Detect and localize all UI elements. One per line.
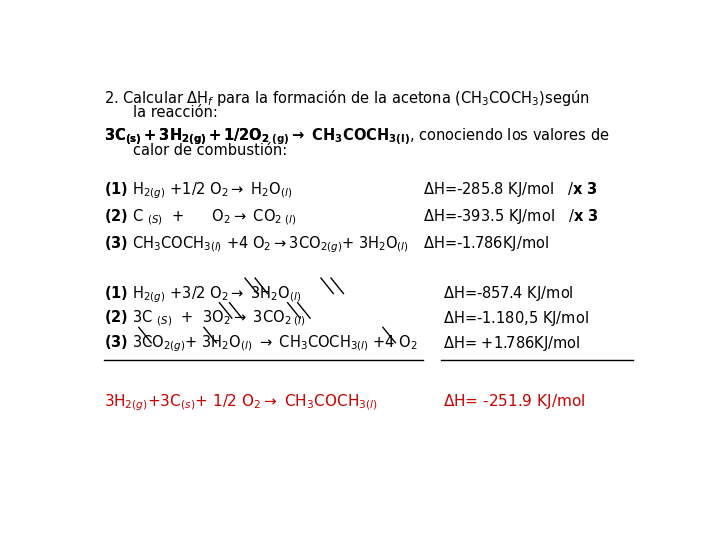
Text: $\mathbf{(3)}$ 3CO$_{2(g)}$+ 3H$_2$O$_{(l)}$ $\rightarrow$ CH$_3$COCH$_{3(l)}$ $: $\mathbf{(3)}$ 3CO$_{2(g)}$+ 3H$_2$O$_{(… bbox=[104, 334, 418, 354]
Text: $\Delta$H=-857.4 KJ/mol: $\Delta$H=-857.4 KJ/mol bbox=[443, 284, 573, 303]
Text: $\mathbf{(2)}$ C $_{(S)}$  $+$      O$_2\rightarrow$ CO$_{2\ (l)}$: $\mathbf{(2)}$ C $_{(S)}$ $+$ O$_2\right… bbox=[104, 207, 297, 227]
Text: la reacción:: la reacción: bbox=[132, 105, 217, 120]
Text: $\mathbf{3C_{(s)}+3H_{2(g)}+1/2O_{2}}$: $\mathbf{3C_{(s)}+3H_{2(g)}+1/2O_{2}}$ bbox=[104, 126, 269, 147]
Text: $\mathbf{(1)}$ H$_{2(g)}$ $+$3/2 O$_2\rightarrow$ 3H$_2$O$_{(l)}$: $\mathbf{(1)}$ H$_{2(g)}$ $+$3/2 O$_2\ri… bbox=[104, 284, 301, 305]
Text: $\Delta$H=-285.8 KJ/mol   /$\mathbf{x\ 3}$: $\Delta$H=-285.8 KJ/mol /$\mathbf{x\ 3}$ bbox=[423, 180, 598, 199]
Text: $\mathbf{3C_{(s)}+3H_{2(g)}+1/2O_{2\ (g)}\rightarrow\ CH_3COCH_{3(l)}}$, conocie: $\mathbf{3C_{(s)}+3H_{2(g)}+1/2O_{2\ (g)… bbox=[104, 126, 610, 147]
Text: $\Delta$H= -251.9 KJ/mol: $\Delta$H= -251.9 KJ/mol bbox=[443, 392, 585, 411]
Text: $\Delta$H=-1.180,5 KJ/mol: $\Delta$H=-1.180,5 KJ/mol bbox=[443, 309, 588, 328]
Text: $\mathbf{(3)}$ CH$_3$COCH$_{3(l)}$ $+$4 O$_2\rightarrow$3CO$_{2(g)}$+ 3H$_2$O$_{: $\mathbf{(3)}$ CH$_3$COCH$_{3(l)}$ $+$4 … bbox=[104, 234, 409, 255]
Text: $\mathbf{(1)}$ H$_{2(g)}$ $+$1/2 O$_2\rightarrow$ H$_2$O$_{(l)}$: $\mathbf{(1)}$ H$_{2(g)}$ $+$1/2 O$_2\ri… bbox=[104, 180, 292, 201]
Text: $\Delta$H=-1.786KJ/mol: $\Delta$H=-1.786KJ/mol bbox=[423, 234, 549, 253]
Text: calor de combustión:: calor de combustión: bbox=[132, 143, 287, 158]
Text: $\mathbf{(2)}$ 3C $_{(S)}$  $+$  3O$_2\rightarrow$ 3CO$_{2\ (l)}$: $\mathbf{(2)}$ 3C $_{(S)}$ $+$ 3O$_2\rig… bbox=[104, 309, 306, 328]
Text: 2. Calcular $\Delta$H$_f$ para la formación de la acetona (CH$_3$COCH$_3$)según: 2. Calcular $\Delta$H$_f$ para la formac… bbox=[104, 88, 590, 108]
Text: 3H$_{2(g)}$+3C$_{(s)}$+ 1/2 O$_2\rightarrow$ CH$_3$COCH$_{3(l)}$: 3H$_{2(g)}$+3C$_{(s)}$+ 1/2 O$_2\rightar… bbox=[104, 392, 378, 413]
Text: $\Delta$H= +1.786KJ/mol: $\Delta$H= +1.786KJ/mol bbox=[443, 334, 580, 353]
Text: $\Delta$H=-393.5 KJ/mol   /$\mathbf{x\ 3}$: $\Delta$H=-393.5 KJ/mol /$\mathbf{x\ 3}$ bbox=[423, 207, 598, 226]
